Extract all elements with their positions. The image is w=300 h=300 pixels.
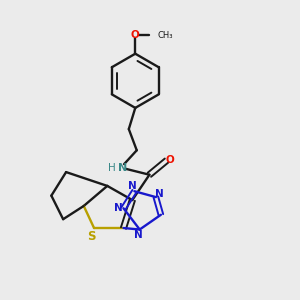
Text: O: O — [166, 155, 174, 165]
Text: N: N — [118, 163, 127, 173]
Text: N: N — [128, 182, 136, 191]
Text: CH₃: CH₃ — [158, 31, 173, 40]
Text: N: N — [114, 203, 122, 213]
Text: H: H — [108, 163, 116, 173]
Text: S: S — [87, 230, 95, 243]
Text: N: N — [134, 230, 143, 241]
Text: N: N — [155, 189, 164, 199]
Text: O: O — [130, 31, 140, 40]
